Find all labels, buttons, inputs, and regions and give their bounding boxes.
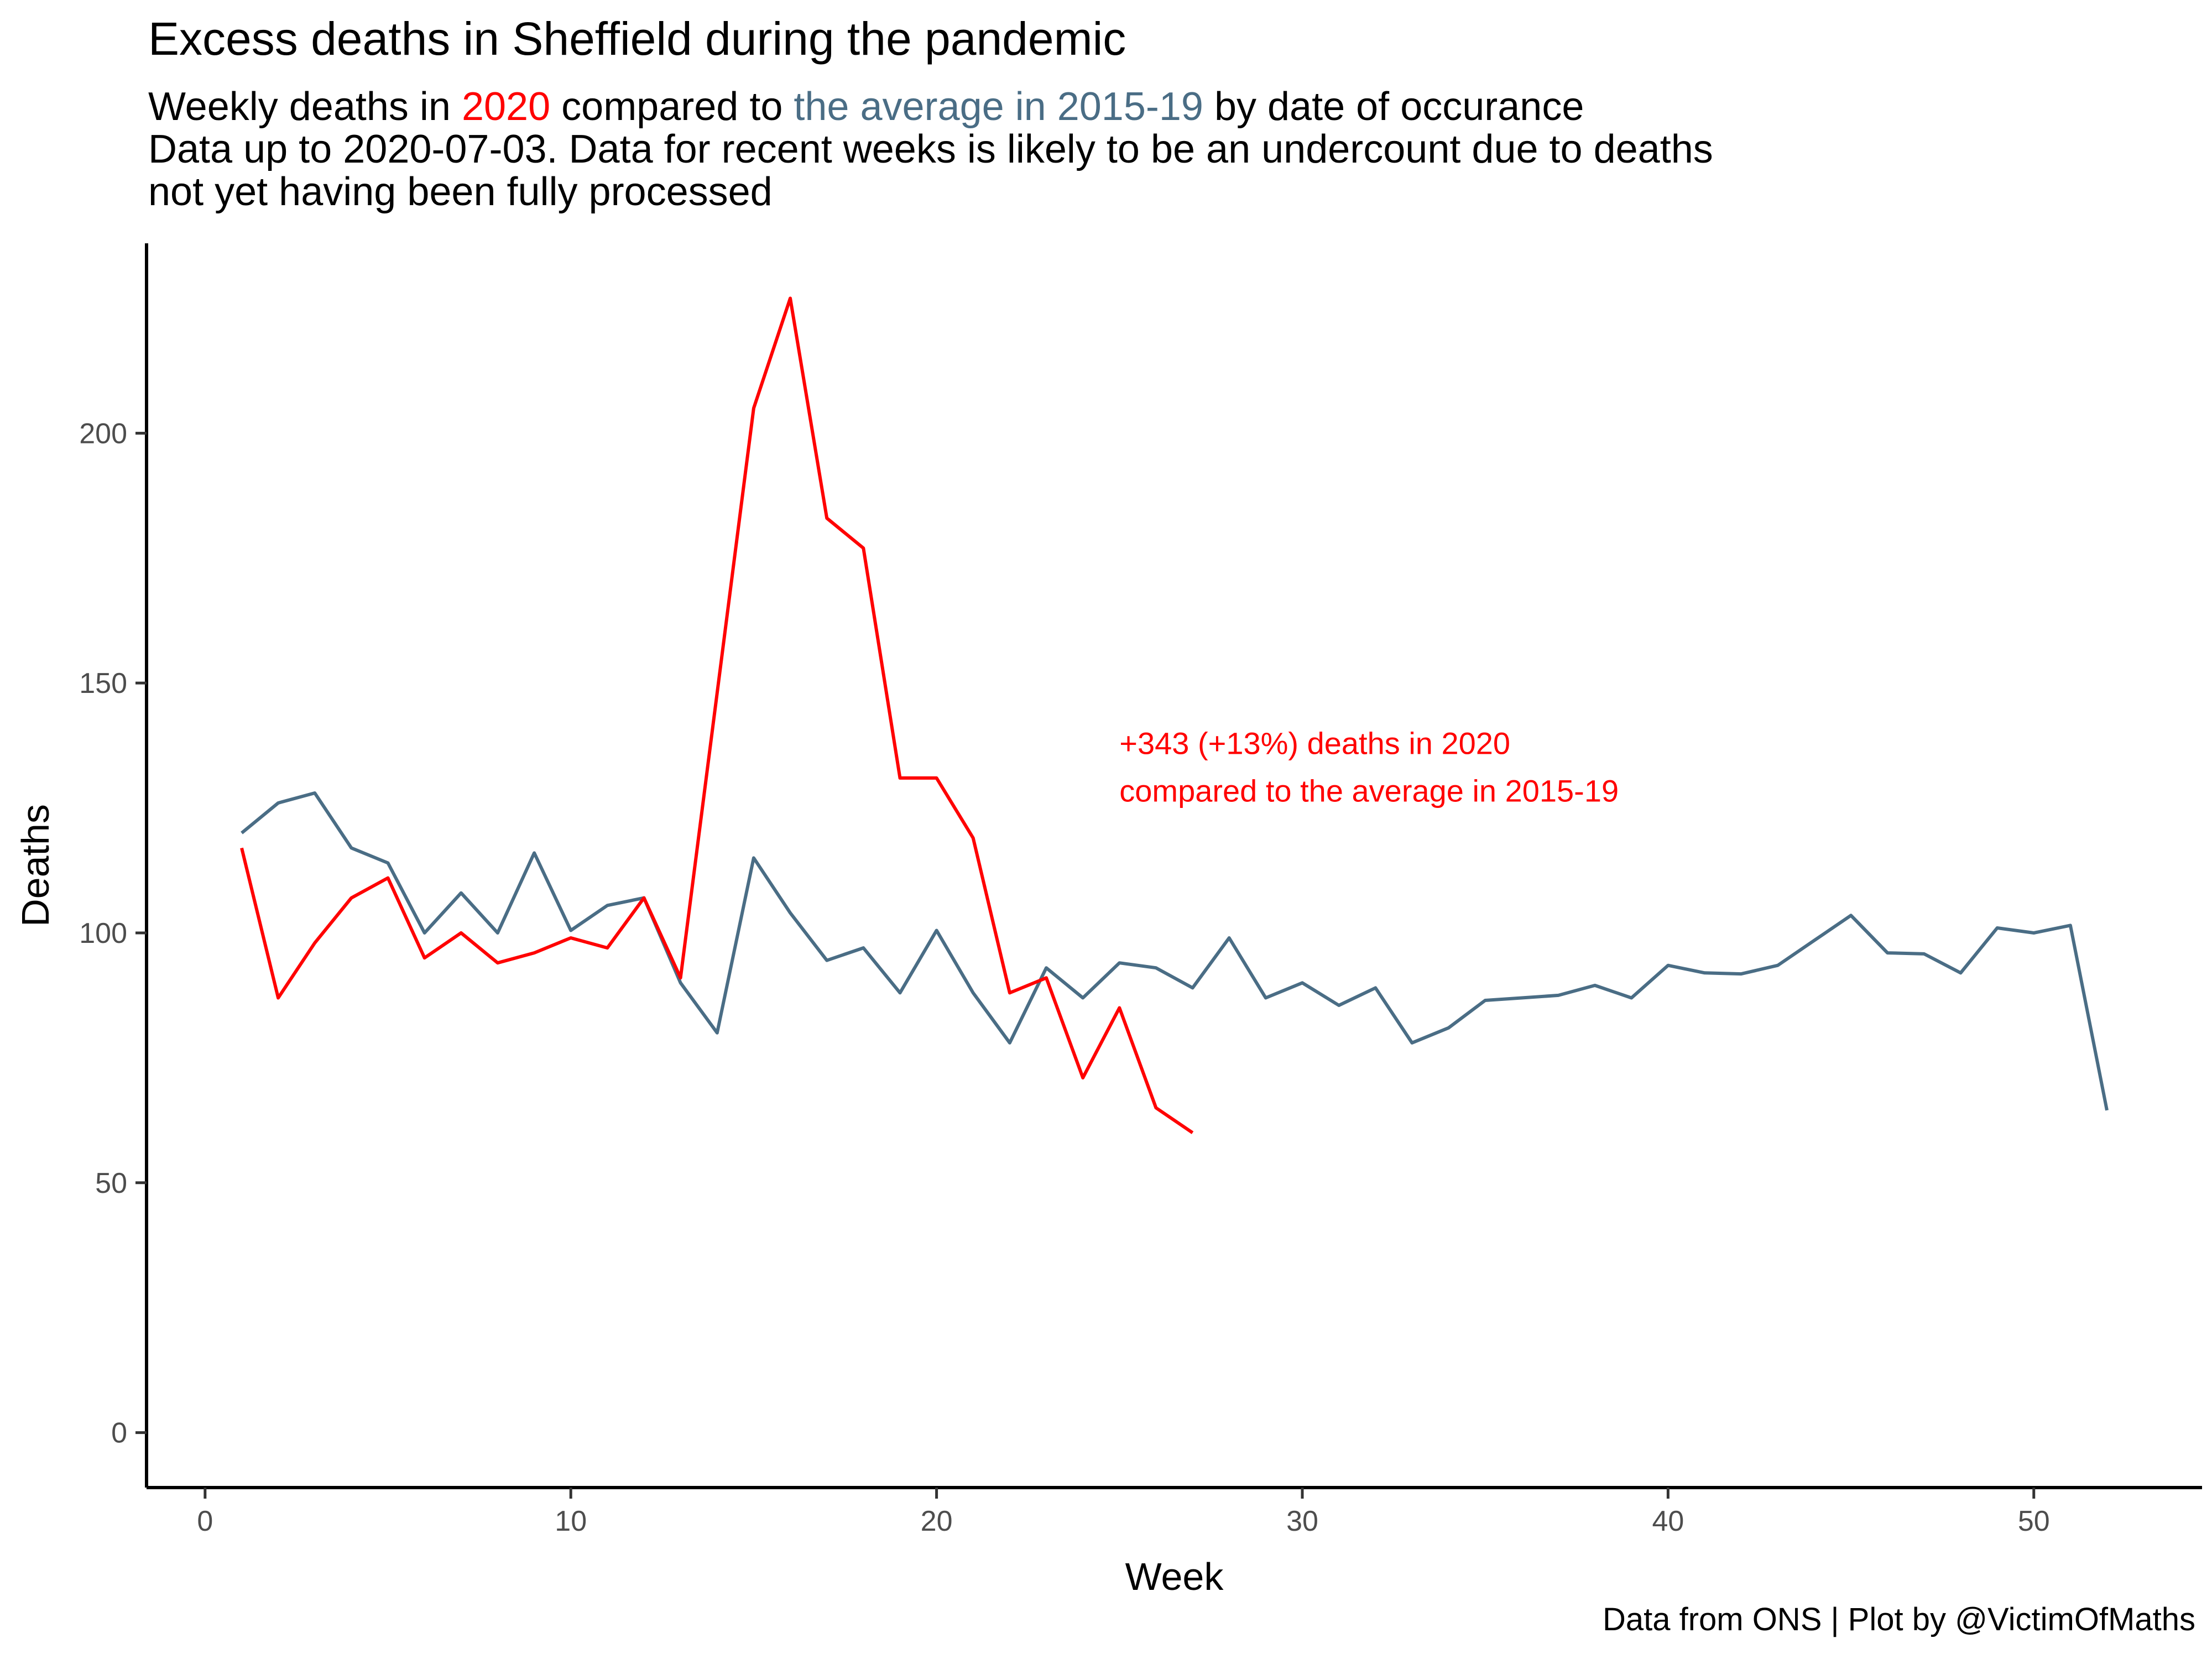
- chart-annotation: +343 (+13%) deaths in 2020 compared to t…: [1119, 726, 1619, 808]
- subtitle-average-label: the average in 2015-19: [794, 85, 1203, 129]
- series-line-average-2015-19: [241, 791, 2109, 1111]
- subtitle-mid: compared to: [550, 85, 794, 129]
- subtitle-line-1: Weekly deaths in 2020 compared to the av…: [148, 85, 1713, 129]
- subtitle-prefix: Weekly deaths in: [148, 85, 462, 129]
- subtitle-suffix: by date of occurance: [1203, 85, 1584, 129]
- y-tick-label: 150: [79, 667, 127, 700]
- annotation-line-2: compared to the average in 2015-19: [1119, 773, 1619, 808]
- y-axis-ticks: 0 50 100 150 200: [79, 418, 147, 1449]
- y-tick-label: 50: [95, 1167, 127, 1199]
- y-tick-label: 200: [79, 418, 127, 450]
- series-layer: [240, 296, 2109, 1134]
- x-tick-label: 10: [555, 1505, 587, 1537]
- subtitle-line-2: Data up to 2020-07-03. Data for recent w…: [148, 127, 1713, 172]
- chart-subtitle: Weekly deaths in 2020 compared to the av…: [148, 85, 1713, 215]
- series-line-2020: [240, 296, 1194, 1134]
- y-tick-label: 100: [79, 917, 127, 950]
- chart-caption: Data from ONS | Plot by @VictimOfMaths: [1602, 1601, 2195, 1637]
- y-axis-title: Deaths: [14, 804, 57, 927]
- x-tick-label: 40: [1652, 1505, 1684, 1537]
- x-tick-label: 20: [921, 1505, 953, 1537]
- chart-axes: [145, 243, 2202, 1489]
- y-tick-label: 0: [111, 1417, 127, 1449]
- subtitle-2020-label: 2020: [461, 85, 551, 129]
- x-tick-label: 30: [1286, 1505, 1318, 1537]
- x-tick-label: 0: [197, 1505, 213, 1537]
- x-axis-title: Week: [1125, 1555, 1224, 1598]
- chart-title: Excess deaths in Sheffield during the pa…: [148, 13, 1126, 65]
- subtitle-line-3: not yet having been fully processed: [148, 170, 773, 215]
- annotation-line-1: +343 (+13%) deaths in 2020: [1119, 726, 1510, 761]
- x-tick-label: 50: [2018, 1505, 2050, 1537]
- x-axis-ticks: 0 10 20 30 40 50: [197, 1488, 2050, 1537]
